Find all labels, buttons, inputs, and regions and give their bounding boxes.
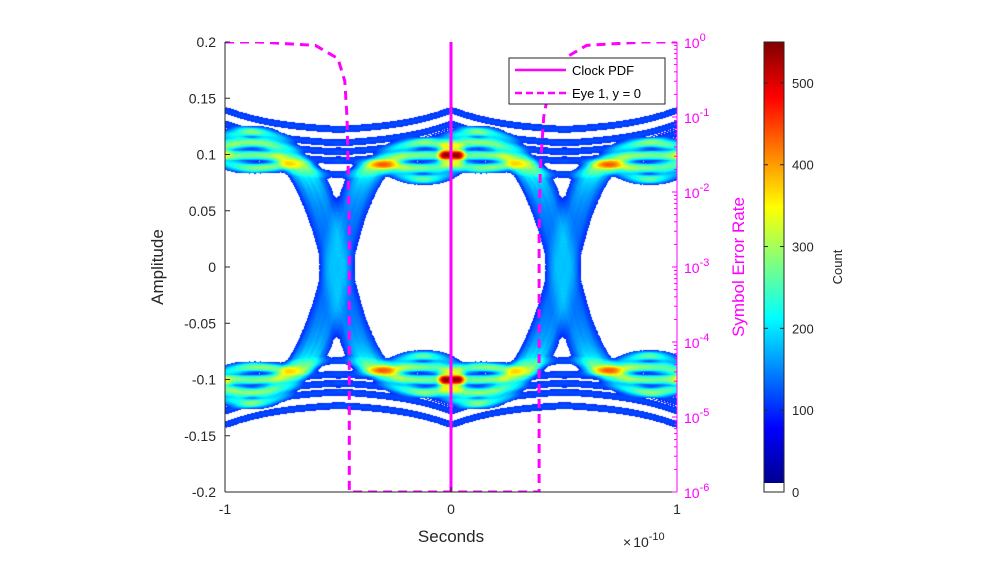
colorbar-tick-label: 300	[792, 240, 814, 255]
colorbar-gradient	[764, 42, 784, 483]
y-tick-label: -0.1	[192, 372, 216, 388]
colorbar-tick-label: 200	[792, 321, 814, 336]
colorbar-tick-label: 100	[792, 403, 814, 418]
y-right-tick-exp: -4	[700, 332, 710, 344]
y-tick-label: 0.15	[189, 90, 216, 106]
y-axis-label: Amplitude	[148, 229, 167, 305]
series-lines	[225, 42, 677, 492]
y-right-tick-label: 100	[684, 32, 706, 51]
y-right-tick-label: 10-5	[684, 407, 709, 426]
x-exponent-base: 10	[633, 534, 649, 550]
y-tick-label: -0.2	[192, 484, 216, 500]
y-tick-label: -0.15	[184, 428, 216, 444]
y-right-tick-exp: -1	[700, 107, 710, 119]
colorbar-white-band	[764, 483, 784, 492]
x-tick-label: 0	[447, 501, 455, 517]
y-right-tick-base: 10	[684, 485, 700, 501]
y-right-tick-label: 10-3	[684, 257, 709, 276]
y-right-tick-label: 10-2	[684, 182, 709, 201]
colorbar-tick-label: 0	[792, 485, 799, 500]
y-right-axis-label: Symbol Error Rate	[729, 197, 748, 337]
colorbar-tick-label: 500	[792, 76, 814, 91]
y-right-tick-base: 10	[684, 185, 700, 201]
y-right-tick-base: 10	[684, 35, 700, 51]
y-right-tick-label: 10-1	[684, 107, 709, 126]
legend: Clock PDF Eye 1, y = 0	[508, 57, 666, 105]
y-tick-label: -0.05	[184, 315, 216, 331]
y-right-tick-exp: -2	[700, 182, 710, 194]
y-tick-label: 0.2	[197, 34, 217, 50]
x-exponent-prefix: ×	[623, 534, 631, 550]
legend-box	[508, 57, 666, 105]
x-tick-label: 1	[673, 501, 681, 517]
y-right-tick-base: 10	[684, 110, 700, 126]
legend-label-clock-pdf: Clock PDF	[572, 63, 634, 78]
colorbar-label: Count	[830, 249, 845, 284]
colorbar-frame	[763, 41, 785, 493]
y-right-tick-label: 10-4	[684, 332, 709, 351]
y-right-tick-exp: -3	[700, 257, 710, 269]
y-right-tick-exp: -5	[700, 407, 710, 419]
y-right-tick-exp: -6	[700, 482, 710, 494]
y-right-tick-exp: 0	[700, 32, 706, 44]
y-right-tick-base: 10	[684, 260, 700, 276]
colorbar-tick-label: 400	[792, 158, 814, 173]
x-exponent-label: × 10-10	[623, 531, 665, 550]
colorbar-ticks: 0 100 200 300 400 500	[764, 76, 814, 500]
y-tick-label: 0.05	[189, 203, 216, 219]
y-tick-label: 0	[208, 259, 216, 275]
y-right-tick-base: 10	[684, 410, 700, 426]
y-tick-label: 0.1	[197, 147, 217, 163]
x-tick-label: -1	[219, 501, 232, 517]
y-right-tick-base: 10	[684, 335, 700, 351]
legend-label-eye-1: Eye 1, y = 0	[572, 86, 641, 101]
y-right-tick-label: 10-6	[684, 482, 709, 501]
y-ticks-left: 0.2 0.15 0.1 0.05 0 -0.05 -0.1 -0.15 -0.2	[184, 34, 230, 500]
colorbar: 0 100 200 300 400 500 Count	[763, 41, 845, 500]
x-exponent-power: -10	[649, 531, 665, 543]
eye-1-ser-line	[225, 42, 677, 492]
x-axis-label: Seconds	[418, 527, 484, 546]
